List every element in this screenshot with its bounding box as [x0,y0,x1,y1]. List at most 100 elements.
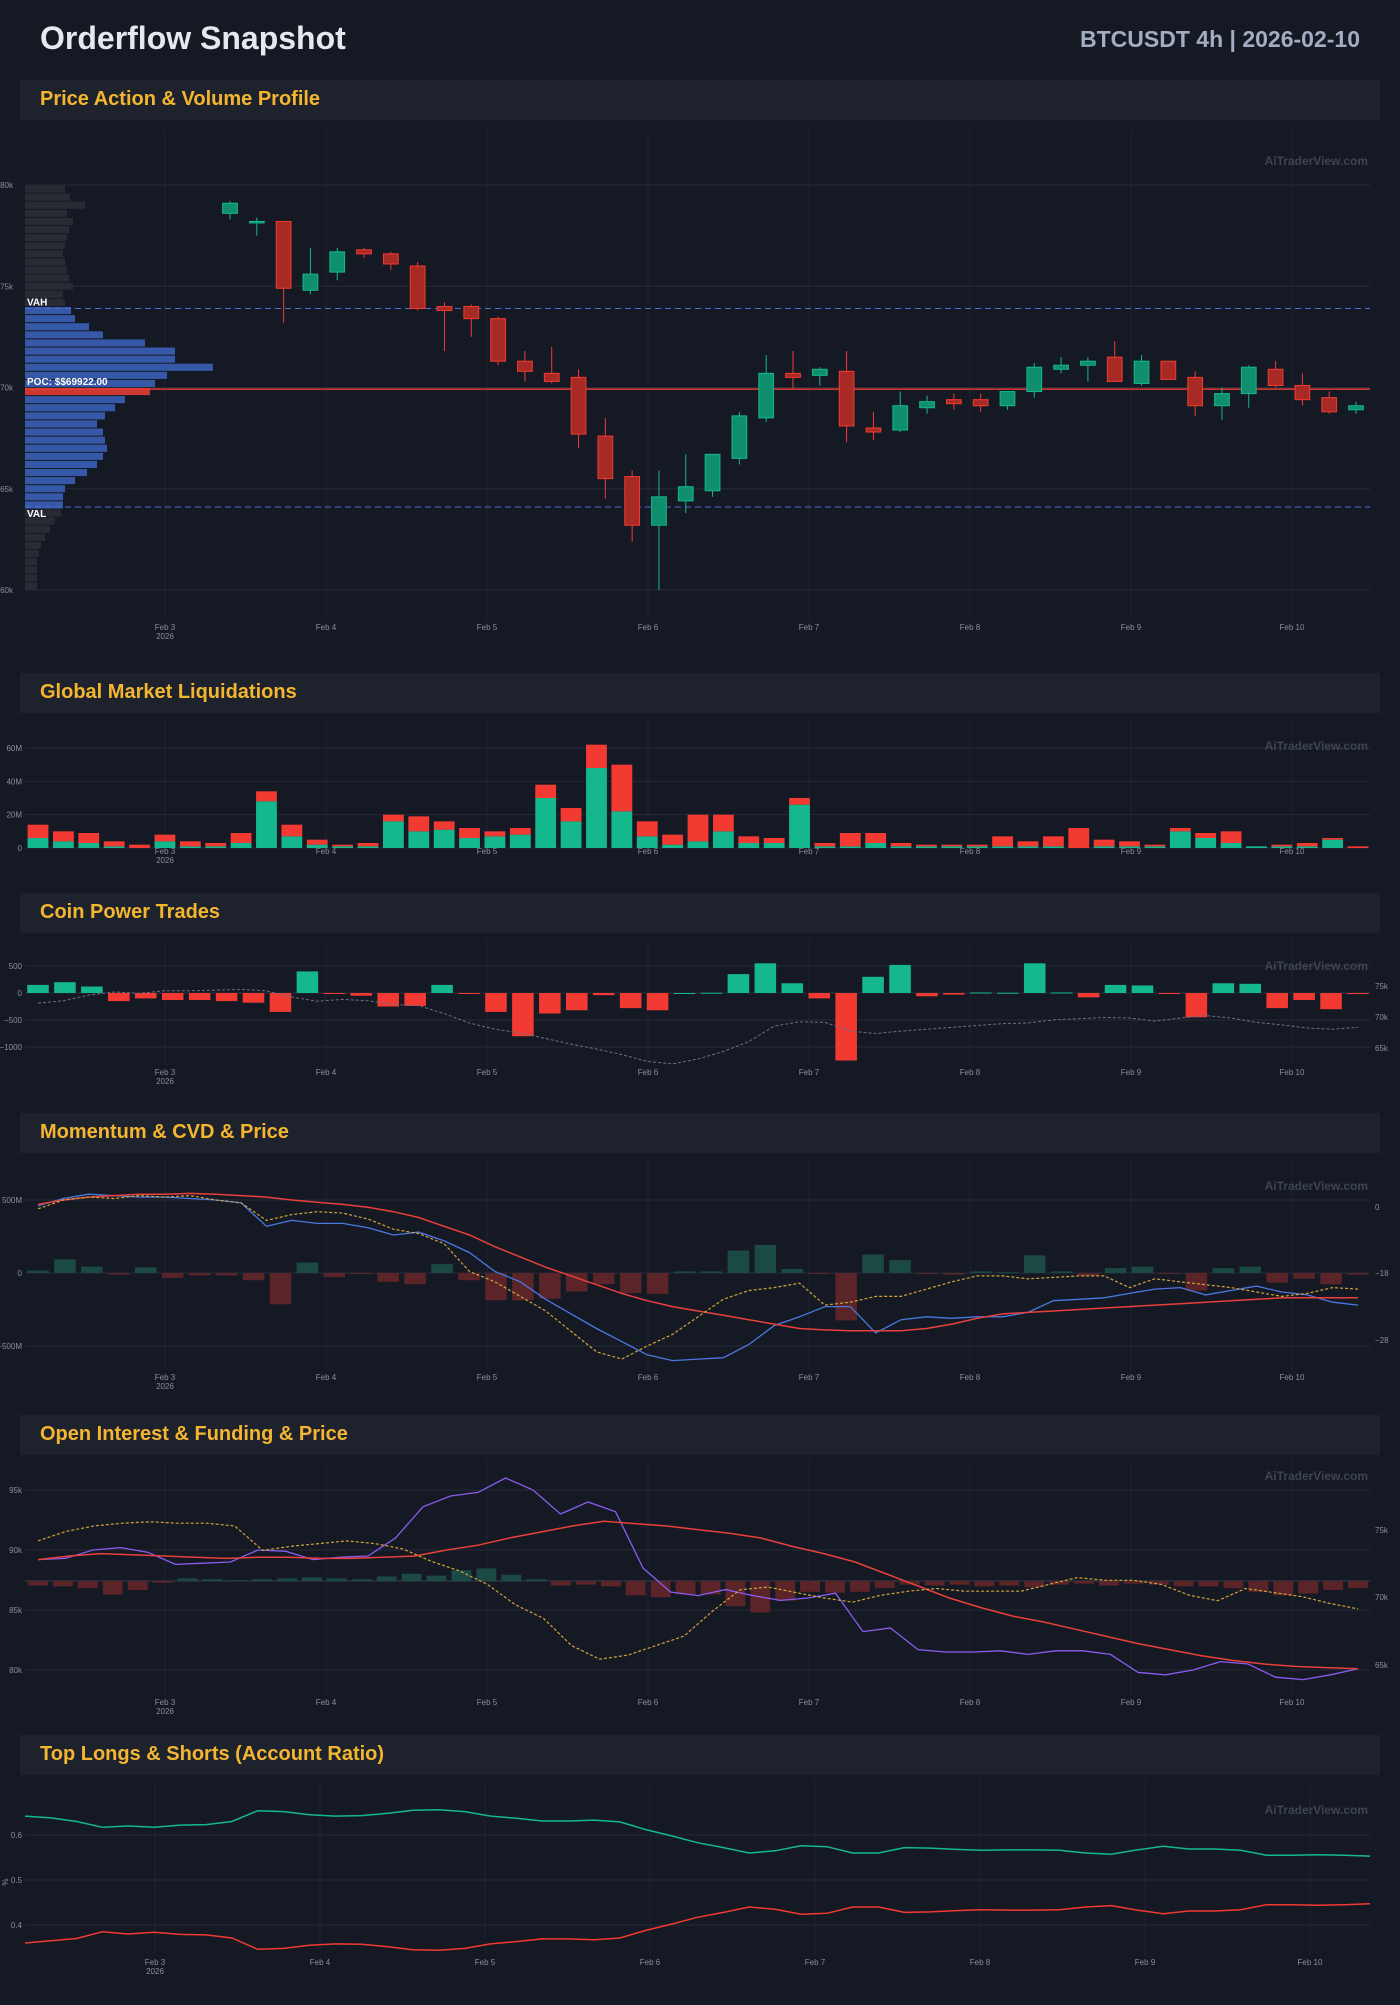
liq-short-bar [27,824,49,838]
funding-bar [152,1581,173,1583]
momentum-bar [404,1273,426,1285]
volume-profile-bar [25,258,65,266]
candle-body [892,405,909,431]
x-tick-label: Feb 6 [638,1068,659,1077]
y-tick-label: 40M [6,777,22,786]
liquidations-chart[interactable]: 60M 40M 20M 0 Feb 3 Feb 4 Feb 5 Feb 6 Feb 7 Feb 8… [0,720,1400,895]
momentum-bar [323,1273,346,1278]
volume-profile-bar [25,355,175,363]
liq-long-bar [357,846,379,848]
y-tick-label: 80k [9,1666,23,1675]
power-trade-bar [1320,993,1342,1010]
momentum-bar [862,1254,884,1273]
momentum-bar [1050,1271,1073,1273]
x-tick-label: Feb 9 [1121,847,1142,856]
power-trades-chart[interactable]: 500 0 −500 −1000 75k 70k 65k Feb 3 Feb 4 Feb 5 Feb… [0,940,1400,1115]
liq-short-bar [1017,841,1039,847]
volume-profile-bar [25,217,73,225]
funding-bar [1049,1581,1070,1585]
section-header-cvd: Momentum & CVD & Price [20,1113,1380,1153]
price-chart[interactable]: 80k 75k 70k 65k 60k Feb 3 Feb 4 Feb 5 Feb 6 Feb 7… [0,130,1400,660]
liq-long-bar [865,843,887,848]
volume-profile-bar [25,396,125,404]
power-trade-bar [1212,983,1235,993]
volume-profile-bar [25,444,107,452]
power-trade-bar [269,993,292,1012]
x-year-label: 2026 [156,856,174,865]
x-year-label: 2026 [156,1382,174,1391]
funding-price-line [37,1521,1359,1660]
momentum-bar [161,1273,184,1278]
momentum-bar [889,1260,911,1273]
volume-profile-bar [25,388,150,396]
power-trade-bar [161,993,184,1001]
power-trade-bar [1077,993,1100,998]
candle-body [1321,397,1338,413]
liq-short-bar [636,821,658,837]
y-tick-label: 90k [9,1546,23,1555]
volume-profile-bar [25,404,115,412]
section-header-liquidations: Global Market Liquidations [20,673,1380,713]
x-tick-label: Feb 9 [1121,1698,1142,1707]
liq-long-bar [52,841,74,848]
power-trade-bar [970,992,992,994]
candle-body [543,372,560,382]
liq-short-bar [611,764,633,812]
funding-bar [551,1581,571,1586]
x-tick-label: Feb 8 [960,1373,981,1382]
longs-line [24,1809,1371,1857]
liq-long-bar [916,846,937,848]
y-tick-label: 60M [6,744,22,753]
candle-body [1106,356,1123,382]
y2-tick-label: −18 [1375,1269,1389,1278]
volume-profile-bar [25,201,85,209]
liq-long-bar [712,831,734,848]
momentum-bar [431,1264,453,1273]
long-short-chart[interactable]: 0.6 0.5 0.4% Feb 3 Feb 4 Feb 5 Feb 6 Feb 7 Feb 8… [0,1780,1400,2005]
liq-short-bar [484,831,506,837]
funding-bar [1198,1581,1219,1587]
x-tick-label: Feb 5 [475,1958,496,1967]
y-tick-label: 0.4 [11,1921,23,1930]
funding-bar [102,1581,123,1595]
y-tick-label: 20M [6,811,22,820]
power-trade-bar [916,993,938,997]
funding-bar [1248,1581,1269,1592]
funding-bar [202,1579,223,1581]
liq-short-bar [738,836,760,843]
momentum-bar [1239,1266,1262,1273]
candle-body [1133,360,1150,384]
open-interest-chart[interactable]: 95k 90k 85k 80k 75k 70k 65k Feb 3 Feb 4 Feb 5 Feb … [0,1460,1400,1720]
candle-body [1160,360,1177,380]
power-trade-bar [619,993,642,1009]
x-tick-label: Feb 9 [1135,1958,1156,1967]
x-tick-label: Feb 3 [155,1373,176,1382]
power-trade-bar [1347,993,1369,995]
cvd-chart[interactable]: 500M 0 −500M 0 −18 −28 Feb 3 Feb 4 Feb 5 Feb 6 Feb… [0,1160,1400,1400]
volume-profile-bar [25,558,37,566]
momentum-bar [970,1271,992,1273]
y-tick-label: 95k [9,1486,23,1495]
liq-short-bar [230,833,252,843]
funding-bar [1098,1581,1119,1586]
y-tick-label: −1000 [0,1043,23,1052]
liq-long-bar [1144,846,1166,848]
x-tick-label: Feb 6 [638,1698,659,1707]
liq-short-bar [256,791,277,802]
liq-long-bar [1220,843,1242,848]
power-trade-bar [1104,984,1127,993]
y-tick-label: 0 [18,1269,23,1278]
watermark: AiTraderView.com [1265,1469,1368,1483]
candle-body [222,202,238,214]
liq-long-bar [1093,846,1115,848]
funding-bar [52,1581,73,1587]
x-tick-label: Feb 10 [1280,623,1305,632]
candle-body [865,427,882,433]
liq-long-bar [103,846,125,848]
candle-body [704,453,721,492]
x-tick-label: Feb 4 [316,1698,337,1707]
power-trade-bar [404,993,426,1006]
volume-profile-bar [25,582,37,590]
liq-short-bar [1296,843,1318,847]
liq-short-bar [103,841,125,847]
